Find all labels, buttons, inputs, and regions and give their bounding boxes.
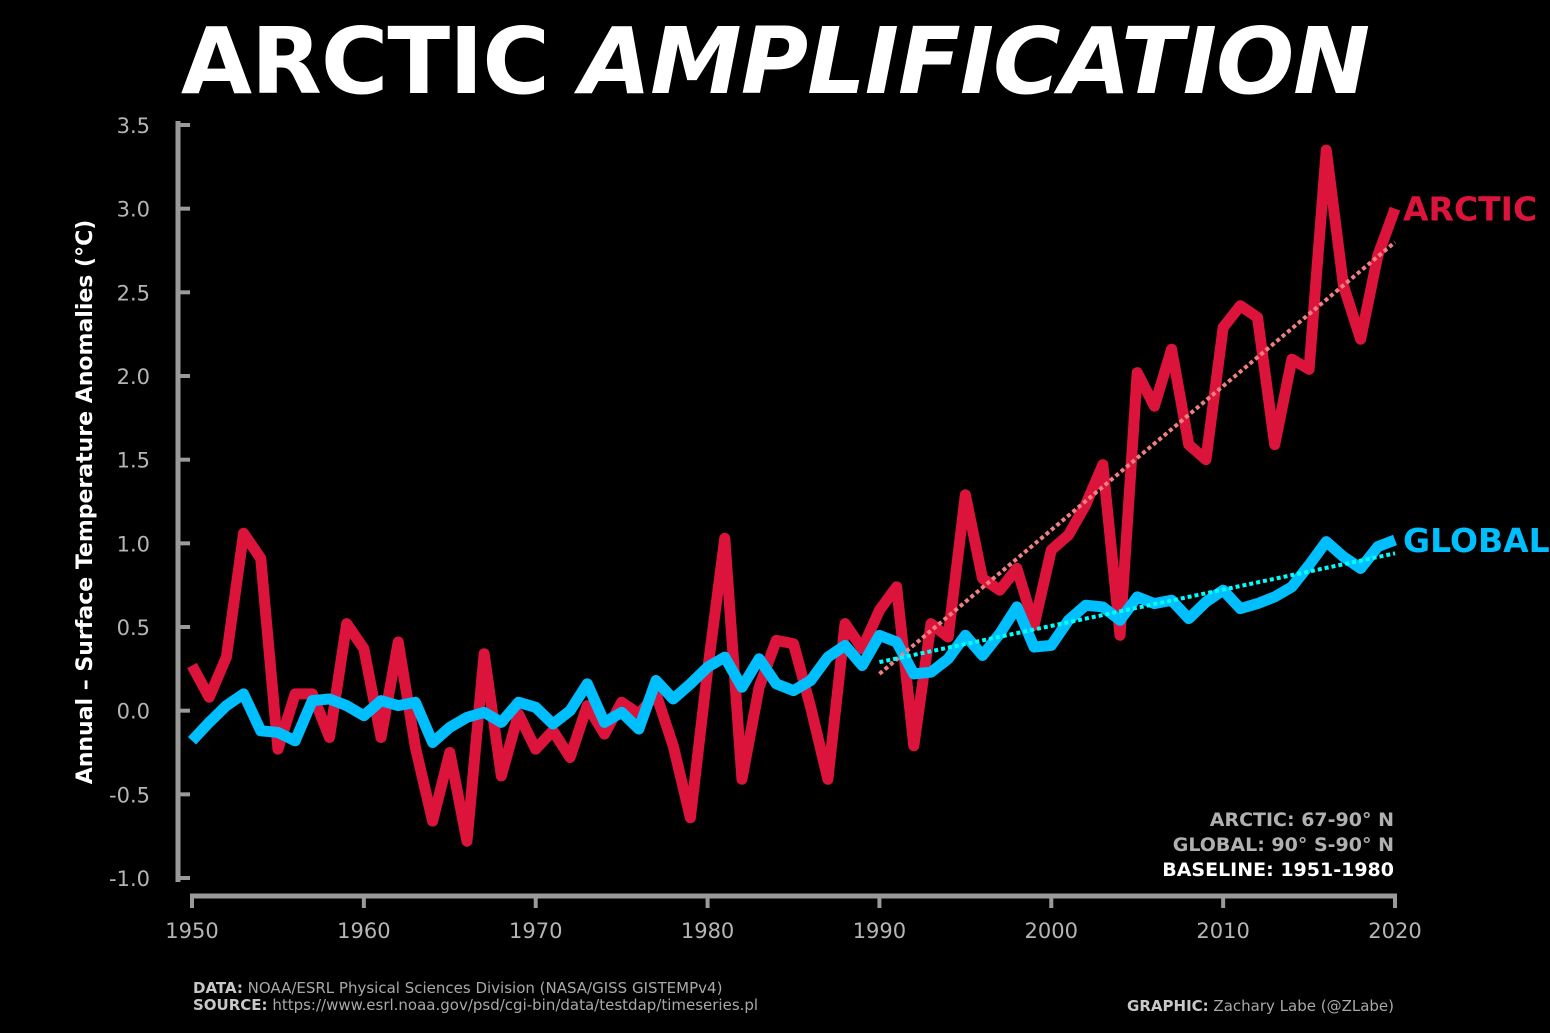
x-tick-label: 1980 <box>681 919 734 943</box>
y-tick-label: 3.0 <box>117 198 150 222</box>
y-tick-label: 0.0 <box>117 700 150 724</box>
x-tick-label: 2000 <box>1025 919 1078 943</box>
note-global: GLOBAL: 90° S-90° N <box>1172 834 1394 856</box>
y-tick-label: -1.0 <box>109 867 150 891</box>
y-tick-label: 3.5 <box>117 114 150 138</box>
footer-credits: DATA: NOAA/ESRL Physical Sciences Divisi… <box>193 980 758 1014</box>
y-tick-label: 1.0 <box>117 532 150 556</box>
x-tick-label: 2010 <box>1196 919 1249 943</box>
series-label-global: GLOBAL <box>1403 521 1550 560</box>
source-text: https://www.esrl.noaa.gov/psd/cgi-bin/da… <box>267 996 759 1014</box>
series-line-arctic <box>187 144 1401 847</box>
note-arctic: ARCTIC: 67-90° N <box>1209 809 1394 831</box>
y-tick-label: -0.5 <box>109 783 150 807</box>
y-tick-label: 2.0 <box>117 365 150 389</box>
trend-line-arctic <box>878 240 1397 676</box>
x-tick-label: 1950 <box>165 919 218 943</box>
y-axis-label: Annual – Surface Temperature Anomalies (… <box>73 220 98 785</box>
chart-title: ARCTIC AMPLIFICATION <box>0 8 1550 115</box>
y-tick-label: 2.5 <box>117 281 150 305</box>
x-tick-label: 2020 <box>1368 919 1421 943</box>
data-text: NOAA/ESRL Physical Sciences Division (NA… <box>242 979 723 997</box>
series-label-arctic: ARCTIC <box>1403 190 1537 229</box>
title-part1: ARCTIC <box>180 8 550 115</box>
note-baseline: BASELINE: 1951-1980 <box>1162 859 1394 881</box>
data-label: DATA: <box>193 979 243 997</box>
y-tick-label: 0.5 <box>117 616 150 640</box>
region-notes: ARCTIC: 67-90° N GLOBAL: 90° S-90° N BAS… <box>1162 808 1394 883</box>
graphic-text: Zachary Labe (@ZLabe) <box>1208 997 1394 1015</box>
series-line-global <box>187 534 1397 748</box>
y-tick-label: 1.5 <box>117 449 150 473</box>
x-tick-label: 1960 <box>337 919 390 943</box>
trend-line-global <box>879 551 1396 665</box>
x-tick-label: 1970 <box>509 919 562 943</box>
graphic-credit: GRAPHIC: Zachary Labe (@ZLabe) <box>1127 997 1394 1015</box>
x-tick-label: 1990 <box>853 919 906 943</box>
title-part2: AMPLIFICATION <box>579 8 1370 115</box>
source-label: SOURCE: <box>193 996 268 1014</box>
graphic-label: GRAPHIC: <box>1127 997 1209 1015</box>
